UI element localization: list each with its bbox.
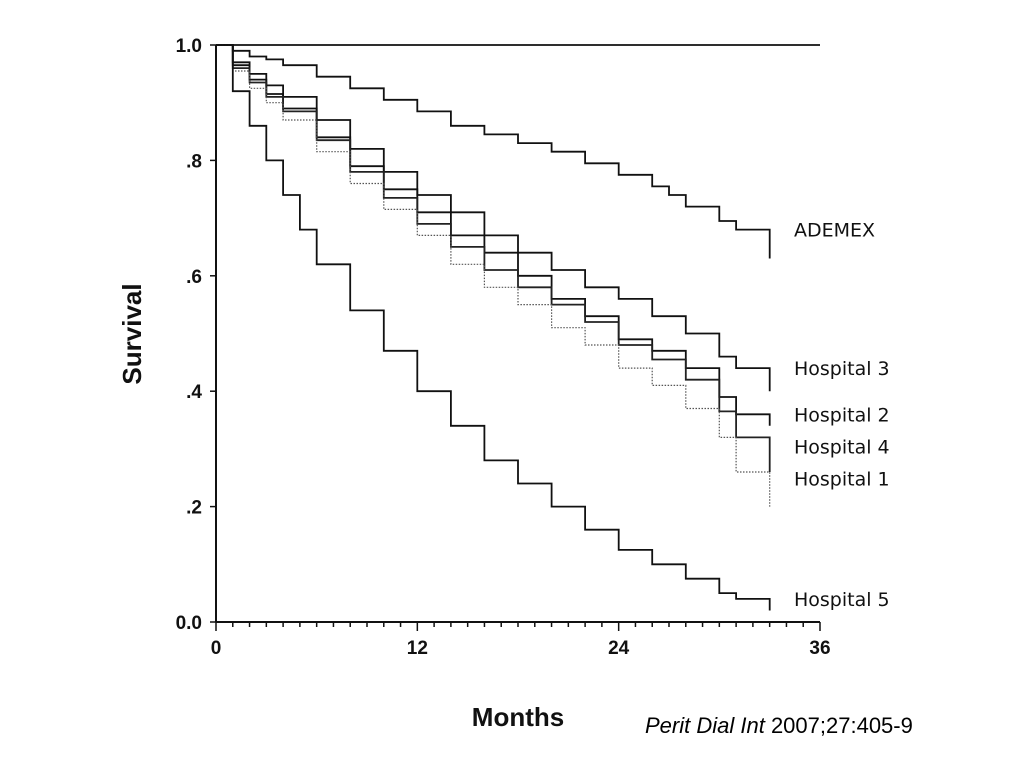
x-tick-label: 24 [608, 638, 630, 659]
x-tick-label: 12 [407, 638, 428, 659]
survival-curve-ademex [216, 44, 771, 259]
x-tick-label: 0 [211, 638, 222, 659]
y-tick-label: 1.0 [176, 36, 202, 57]
survival-curve-hospital-3 [216, 44, 771, 392]
survival-curve-hospital-4 [216, 44, 771, 472]
axes [215, 45, 820, 623]
series-label: ADEMEX [794, 220, 875, 242]
series-label: Hospital 2 [794, 404, 890, 426]
y-axis-title: Survival [117, 283, 147, 384]
citation-journal: Perit Dial Int [645, 713, 765, 738]
series-label: Hospital 3 [794, 358, 890, 380]
survival-curve-hospital-5 [216, 44, 771, 611]
plot-area [216, 44, 820, 611]
series-label: Hospital 5 [794, 589, 890, 611]
x-axis-title: Months [472, 702, 564, 732]
x-tick-label: 36 [809, 638, 830, 659]
ticks: 0 12 24 36 0.0 .2 .4 .6 .8 1.0 [176, 36, 831, 659]
y-tick-label: .2 [186, 498, 202, 519]
citation-details: 2007;27:405-9 [764, 713, 913, 738]
survival-curve-hospital-1 [216, 44, 771, 507]
survival-curve-hospital-2 [216, 44, 771, 426]
y-tick-label: .6 [186, 267, 202, 288]
citation: Perit Dial Int 2007;27:405-9 [645, 713, 913, 739]
y-tick-label: .8 [186, 151, 202, 172]
y-tick-label: .4 [186, 382, 202, 403]
series-label: Hospital 4 [794, 436, 890, 458]
series-labels: ADEMEX Hospital 3 Hospital 2 Hospital 4 Hosp… [794, 220, 890, 611]
series-label: Hospital 1 [794, 468, 890, 490]
y-tick-label: 0.0 [176, 613, 202, 634]
